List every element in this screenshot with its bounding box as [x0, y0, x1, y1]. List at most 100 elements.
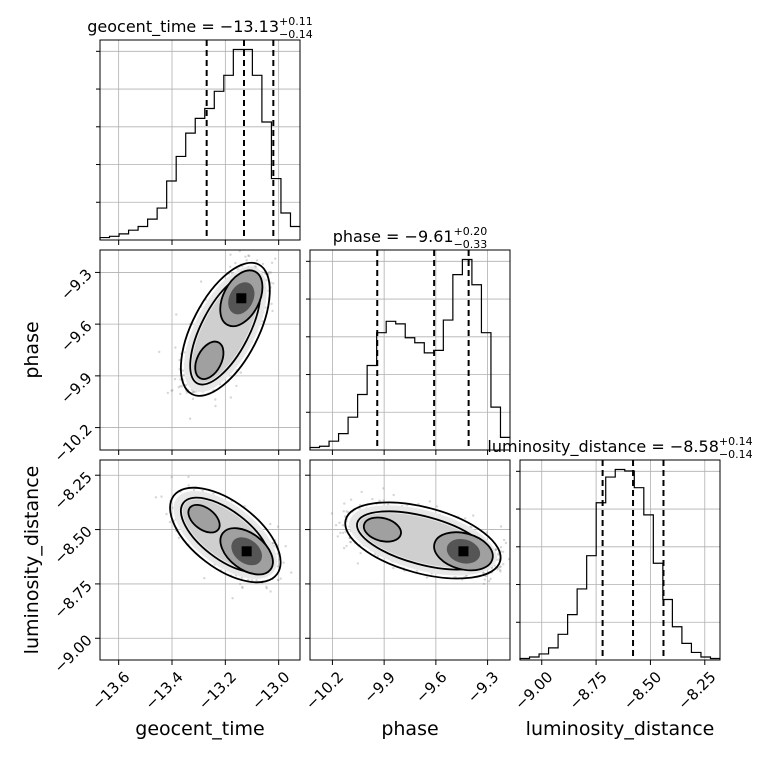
title-err-minus: −0.14 — [279, 28, 313, 41]
scatter-point — [341, 524, 345, 527]
contour-outer — [344, 501, 502, 580]
scatter-point — [497, 553, 500, 556]
scatter-point — [184, 383, 188, 387]
panel-frame — [309, 459, 511, 661]
scatter-point — [241, 585, 244, 589]
title-text: phase = −9.61 — [333, 227, 454, 246]
contour-outer — [179, 261, 271, 397]
scatter-point — [338, 521, 341, 524]
scatter-point — [191, 390, 195, 393]
scatter-point — [342, 510, 345, 513]
scatter-point — [343, 502, 346, 505]
scatter-point — [279, 577, 282, 580]
scatter-point — [247, 254, 251, 258]
hist-panel-geocent_time: geocent_time = −13.13+0.11−0.14 — [87, 15, 313, 245]
x-tick-label: −8.25 — [674, 668, 719, 713]
scatter-point — [269, 271, 273, 274]
scatter-point — [229, 253, 232, 256]
scatter-point — [274, 257, 277, 260]
scatter-point — [265, 279, 268, 282]
scatter-point — [231, 597, 234, 600]
y-tick-label: −10.2 — [50, 421, 95, 466]
scatter-point — [269, 590, 272, 593]
scatter-point — [168, 520, 172, 524]
scatter-point — [174, 346, 177, 349]
title-err-minus: −0.14 — [719, 448, 753, 461]
scatter-point — [261, 262, 265, 266]
y-axis-label-luminosity_distance: luminosity_distance — [21, 466, 43, 655]
scatter-point — [334, 524, 338, 527]
scatter-point — [376, 554, 379, 558]
x-tick-label: −8.75 — [566, 668, 611, 713]
scatter-panel-geocent_time-phase — [95, 249, 301, 455]
scatter-point — [173, 377, 177, 381]
scatter-point — [241, 586, 244, 590]
scatter-point — [493, 564, 496, 567]
scatter-point — [234, 261, 237, 265]
scatter-point — [271, 542, 275, 545]
histogram-geocent_time — [99, 48, 300, 240]
density-contours — [169, 486, 282, 584]
density-contours — [179, 261, 271, 397]
scatter-point — [472, 514, 475, 517]
scatter-point — [264, 306, 267, 309]
scatter-point — [345, 544, 348, 548]
x-tick-label: −13.6 — [88, 668, 133, 713]
scatter-point — [240, 576, 244, 579]
hist-panel-luminosity_distance: luminosity_distance = −8.58+0.14−0.14 — [487, 435, 753, 665]
scatter-point — [247, 254, 250, 257]
scatter-point — [170, 389, 173, 392]
scatter-point — [187, 484, 190, 487]
scatter-point — [483, 578, 486, 581]
density-peak — [241, 546, 252, 557]
contour-inner — [219, 269, 264, 328]
scatter-point — [270, 302, 273, 306]
histogram-phase — [309, 258, 510, 450]
scatter-point — [502, 538, 506, 542]
scatter-point — [276, 578, 280, 582]
contour-inner — [219, 527, 274, 576]
scatter-point — [382, 499, 385, 502]
density-contours — [344, 501, 502, 580]
title-text: geocent_time = −13.13 — [87, 17, 279, 37]
scatter-point — [271, 309, 274, 313]
scatter-point — [177, 386, 180, 389]
scatter-point — [502, 563, 505, 566]
panel-frame — [519, 459, 721, 661]
scatter-point — [180, 385, 183, 388]
scatter-point — [244, 255, 247, 258]
scatter-point — [229, 265, 232, 268]
scatter-point — [489, 577, 492, 581]
scatter-point — [277, 578, 280, 582]
scatter-point — [154, 496, 158, 499]
scatter-point — [250, 579, 254, 582]
scatter-point — [188, 417, 192, 420]
panel-frame — [99, 459, 301, 661]
scatter-point — [428, 500, 432, 503]
scatter-point — [199, 280, 203, 283]
scatter-point — [270, 261, 274, 264]
scatter-point — [276, 552, 279, 555]
scatter-point — [214, 404, 217, 408]
scatter-point — [359, 552, 362, 555]
scatter-point — [358, 507, 361, 510]
scatter-point — [482, 582, 486, 586]
scatter-point — [371, 497, 374, 501]
scatter-point — [507, 557, 510, 561]
scatter-point — [501, 550, 505, 553]
title-err-plus: +0.11 — [279, 15, 313, 28]
x-tick-label: −9.6 — [412, 668, 450, 706]
contour-inner — [433, 531, 494, 572]
scatter-point — [356, 562, 360, 565]
hist-panel-phase: phase = −9.61+0.20−0.33 — [306, 225, 511, 455]
x-tick-label: −13.4 — [142, 668, 187, 713]
scatter-point — [499, 570, 502, 573]
scatter-point — [269, 522, 272, 526]
scatter-point — [239, 582, 242, 586]
scatter-point — [494, 548, 498, 551]
title-text: luminosity_distance = −8.58 — [487, 437, 718, 457]
scatter-point — [425, 576, 429, 579]
y-tick-label: −8.75 — [50, 577, 95, 622]
scatter-point — [497, 552, 500, 555]
